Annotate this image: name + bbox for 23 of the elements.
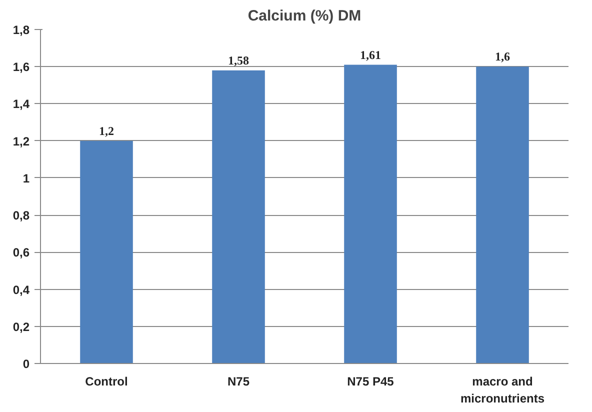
y-tick-label: 1,8 (12, 23, 30, 37)
y-tick-label: 1,4 (12, 97, 30, 112)
x-tick-label: N75 (227, 374, 250, 388)
bar (80, 140, 133, 364)
y-tick-label: 0 (22, 357, 30, 371)
y-tick-label: 0,8 (12, 208, 30, 223)
y-tick-label: 0,4 (12, 282, 30, 297)
y-tick-label: 1 (22, 171, 30, 186)
data-label: 1,61 (360, 48, 381, 62)
y-tick-label: 0,6 (12, 246, 30, 260)
x-tick-label: Control (85, 374, 128, 388)
x-tick-label: macro and micronutrients (460, 374, 545, 406)
bar (344, 64, 397, 364)
data-label: 1,2 (99, 124, 114, 138)
x-tick-label: N75 P45 (347, 374, 394, 388)
y-tick-label: 0,2 (12, 320, 30, 334)
y-tick-label: 1,6 (12, 60, 30, 74)
data-label: 1,6 (495, 50, 510, 64)
y-tick-label: 1,2 (12, 134, 30, 148)
data-label: 1,58 (228, 53, 249, 68)
bar (212, 70, 265, 364)
chart-title: Calcium (%) DM (248, 8, 362, 24)
bar (476, 66, 529, 364)
